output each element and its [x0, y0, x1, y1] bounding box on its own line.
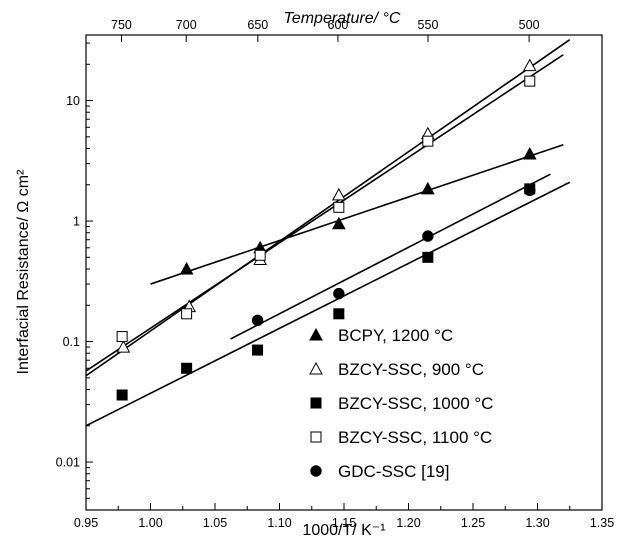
data-point-series-3: [116, 331, 128, 343]
data-point-series-3: [333, 201, 345, 213]
fit-line-series-0: [150, 143, 564, 285]
top-axis-label: Temperature/ °C: [284, 10, 401, 27]
data-point-series-1: [116, 340, 131, 353]
x-tick-label: 1.30: [525, 516, 549, 530]
fit-line-series-1: [86, 54, 564, 372]
x-tick-label: 1.05: [203, 516, 227, 530]
data-point-series-2: [422, 251, 434, 263]
axes-layer: 0.95 1.00 1.05 1.10 1.15 1.20 1.25 1.30 1.35 0.01…: [56, 18, 615, 530]
data-point-series-4: [524, 184, 536, 196]
legend-label: BZCY-SSC, 1100 °C: [338, 428, 492, 447]
data-point-series-2: [333, 308, 345, 320]
x-tick-label: 0.95: [74, 516, 98, 530]
x-tick-label: 1.35: [590, 516, 614, 530]
data-point-series-0: [522, 146, 537, 160]
legend-marker: [309, 361, 323, 375]
top-tick-label: 700: [176, 18, 197, 32]
top-tick-label: 600: [328, 18, 349, 32]
fit-line-series-2: [86, 181, 571, 427]
data-point-series-0: [331, 216, 346, 230]
data-markers: [116, 58, 537, 401]
x-tick-label: 1.20: [396, 516, 420, 530]
fit-lines: [86, 39, 571, 427]
legend-label: BCPY, 1200 °C: [338, 326, 453, 345]
y-tick-label: 0.1: [63, 335, 80, 349]
data-point-series-3: [181, 308, 193, 320]
data-point-series-2: [252, 344, 264, 356]
data-point-series-2: [181, 362, 193, 374]
fit-line-series-3: [86, 39, 571, 377]
data-point-series-0: [421, 181, 435, 195]
data-point-series-3: [254, 249, 266, 261]
data-point-series-3: [524, 75, 536, 87]
legend-marker: [310, 397, 322, 409]
legend-marker: [310, 465, 322, 477]
legend-label: GDC-SSC [19]: [338, 462, 449, 481]
y-axis-label: Interfacial Resistance/ Ω cm²: [15, 169, 32, 375]
top-tick-label: 750: [111, 18, 132, 32]
x-tick-label: 1.15: [332, 516, 356, 530]
x-tick-label: 1.25: [461, 516, 485, 530]
data-point-series-4: [333, 287, 345, 300]
x-axis-label: 1000/T/ K⁻¹: [302, 522, 385, 539]
legend-marker: [309, 327, 323, 341]
legend-marker: [310, 431, 322, 443]
data-point-series-0: [179, 261, 194, 275]
x-tick-label: 1.00: [138, 516, 162, 530]
legend-label: BZCY-SSC, 1000 °C: [338, 394, 493, 413]
data-point-series-1: [522, 58, 537, 72]
data-point-series-2: [116, 389, 128, 401]
y-tick-label: 10: [66, 94, 80, 108]
top-tick-label: 650: [247, 18, 268, 32]
y-tick-label: 0.01: [56, 456, 80, 470]
y-tick-label: 1: [73, 215, 80, 229]
data-point-series-4: [422, 230, 434, 242]
x-tick-label: 1.10: [267, 516, 291, 530]
top-tick-label: 500: [519, 18, 540, 32]
legend-label: BZCY-SSC, 900 °C: [338, 360, 484, 379]
data-point-series-1: [331, 187, 346, 201]
fit-line-series-4: [230, 173, 551, 340]
data-point-series-3: [422, 135, 434, 147]
legend: BCPY, 1200 °C BZCY-SSC, 900 °C BZCY-SSC, 1…: [309, 326, 493, 481]
top-tick-label: 550: [418, 18, 439, 32]
data-point-series-4: [251, 314, 264, 327]
